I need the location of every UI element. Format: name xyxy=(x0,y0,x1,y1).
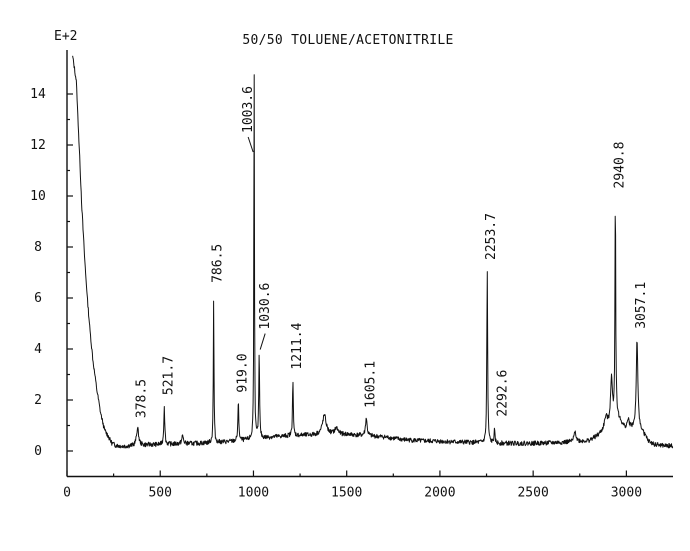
peak-annotations: 378.5 521.7 786.5 919.0 1003.6 1030.6 1211.4 16… xyxy=(135,86,649,418)
spectrum-line xyxy=(72,55,674,449)
x-tick-label: 1000 xyxy=(238,486,269,501)
peak-label: 2940.8 xyxy=(612,142,627,189)
y-exponent-label: E+2 xyxy=(54,29,77,44)
y-tick-label: 6 xyxy=(34,291,42,306)
spectrum-trace xyxy=(72,55,674,449)
x-tick-label: 0 xyxy=(63,486,71,501)
y-tick-label: 10 xyxy=(30,189,46,204)
peak-label: 1003.6 xyxy=(241,86,256,133)
peak-label: 3057.1 xyxy=(634,282,649,329)
ticks: 0 500 1000 1500 2000 2500 3000 0 2 4 6 8 10 12 14 xyxy=(30,87,642,501)
y-tick-label: 2 xyxy=(34,393,42,408)
axes xyxy=(66,50,673,478)
x-tick-label: 2000 xyxy=(424,486,455,501)
peak-leader-line xyxy=(259,333,266,350)
peak-label: 1605.1 xyxy=(363,361,378,408)
peak-label: 378.5 xyxy=(135,379,150,418)
x-tick-label: 1500 xyxy=(331,486,362,501)
peak-leader-line xyxy=(247,136,254,153)
y-tick-label: 8 xyxy=(34,240,42,255)
chart-title: 50/50 TOLUENE/ACETONITRILE xyxy=(242,33,453,48)
peak-label: 1030.6 xyxy=(258,283,273,330)
y-tick-label: 14 xyxy=(30,87,46,102)
y-tick-label: 4 xyxy=(34,342,42,357)
y-tick-label: 12 xyxy=(30,138,46,153)
peak-label: 919.0 xyxy=(235,353,250,392)
x-tick-label: 3000 xyxy=(611,486,642,501)
peak-label: 521.7 xyxy=(161,356,176,395)
x-tick-label: 2500 xyxy=(517,486,548,501)
y-tick-label: 0 xyxy=(34,444,42,459)
peak-label: 2253.7 xyxy=(484,213,499,260)
x-tick-label: 500 xyxy=(148,486,171,501)
peak-label: 786.5 xyxy=(211,244,226,283)
peak-label: 1211.4 xyxy=(290,322,305,369)
peak-label: 2292.6 xyxy=(496,370,511,417)
